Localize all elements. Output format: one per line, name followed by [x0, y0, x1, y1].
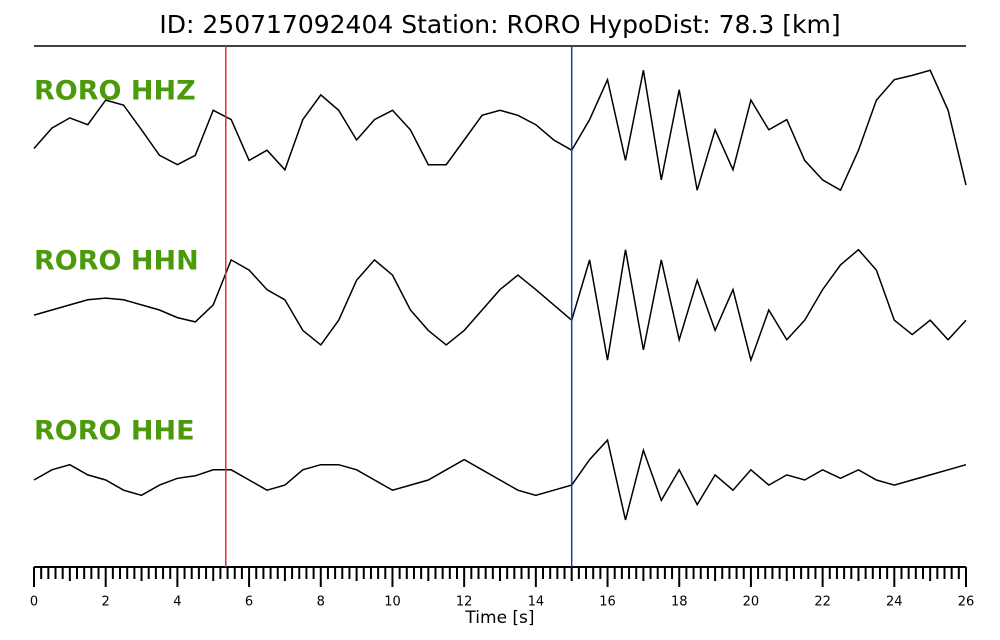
x-axis-label: Time [s] [464, 608, 534, 628]
x-tick-label: 12 [456, 595, 473, 610]
x-tick-label: 0 [30, 595, 38, 610]
trace-label: RORO HHE [34, 416, 195, 447]
trace [33, 248, 967, 363]
x-tick-label: 2 [102, 595, 110, 610]
x-tick-label: 20 [743, 595, 760, 610]
trace [33, 438, 967, 521]
trace-label: RORO HHN [34, 246, 199, 277]
trace [33, 69, 967, 192]
x-tick-label: 8 [317, 595, 325, 610]
x-tick-label: 26 [958, 595, 975, 610]
x-tick-label: 18 [671, 595, 688, 610]
x-tick-label: 10 [384, 595, 401, 610]
x-tick-label: 16 [599, 595, 616, 610]
x-tick-label: 14 [528, 595, 545, 610]
x-tick-label: 4 [173, 595, 181, 610]
x-tick-label: 6 [245, 595, 253, 610]
x-tick-label: 24 [886, 595, 903, 610]
x-tick-label: 22 [814, 595, 831, 610]
chart-title: ID: 250717092404 Station: RORO HypoDist:… [159, 10, 840, 39]
trace-label: RORO HHZ [34, 76, 196, 107]
